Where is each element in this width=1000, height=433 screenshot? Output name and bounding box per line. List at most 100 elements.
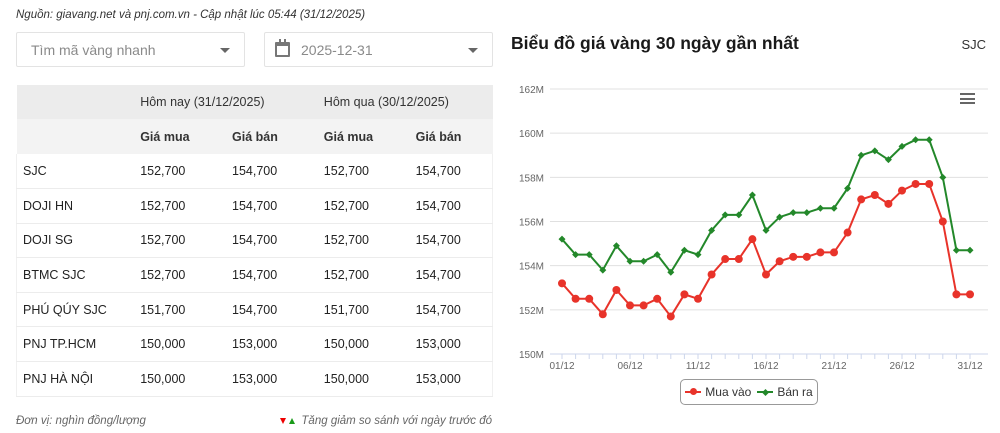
data-point[interactable] [884,199,893,208]
table-row: PNJ TP.HCM 150,000 153,000 150,000 153,000 [16,326,493,363]
price-cell: 154,700 [415,188,493,224]
price-cell: 154,700 [415,292,493,328]
data-point[interactable] [830,248,838,257]
data-point[interactable] [898,186,906,195]
x-axis-label: 26/12 [889,361,914,372]
gold-type-cell: PNJ TP.HCM [16,326,141,363]
data-point[interactable] [789,209,797,217]
data-point[interactable] [748,235,757,244]
data-point[interactable] [626,257,634,265]
price-cell: 153,000 [415,361,493,397]
data-point[interactable] [572,251,580,259]
data-point[interactable] [721,255,730,264]
data-point[interactable] [667,268,675,276]
gold-type-cell: PHÚ QÚY SJC [16,292,141,328]
y-axis-label: 162M [519,85,544,96]
data-point[interactable] [870,191,879,199]
data-point[interactable] [857,151,865,159]
data-point[interactable] [816,248,825,257]
gold-type-cell: DOJI HN [16,188,141,224]
data-point[interactable] [694,294,702,303]
data-point[interactable] [599,266,607,274]
data-point[interactable] [639,301,648,310]
table-row: PNJ HÀ NỘI 150,000 153,000 150,000 153,000 [16,361,493,397]
gold-type-cell: DOJI SG [16,223,141,259]
data-point[interactable] [884,156,892,164]
gold-code-select[interactable]: Tìm mã vàng nhanh [16,32,245,67]
table-row: SJC 152,700 154,700 152,700 154,700 [16,154,493,190]
legend-item-sell[interactable]: Bán ra [757,385,813,399]
data-point[interactable] [789,252,798,261]
legend-item-buy[interactable]: Mua vào [685,385,751,399]
data-point[interactable] [803,209,811,217]
subheader-today-buy: Giá mua [140,119,232,154]
data-point[interactable] [776,213,784,221]
data-point[interactable] [585,294,594,303]
decrease-triangle-icon [280,418,287,424]
data-point[interactable] [830,204,838,212]
data-point[interactable] [626,301,634,310]
data-point[interactable] [952,246,960,254]
price-cell: 154,700 [415,223,493,259]
price-cell: 153,000 [415,326,493,363]
data-point[interactable] [680,290,689,299]
date-select[interactable]: 2025-12-31 [264,32,493,67]
data-point[interactable] [843,228,852,237]
data-point[interactable] [857,195,866,204]
data-point[interactable] [939,173,947,181]
price-cell: 152,700 [140,223,232,259]
chart-title: Biểu đồ giá vàng 30 ngày gần nhất [511,33,799,53]
compare-note-text: Tăng giảm so sánh với ngày trước đó [301,415,492,427]
data-point[interactable] [558,279,566,288]
data-point[interactable] [640,257,648,265]
data-point[interactable] [653,294,662,303]
legend-buy-label: Mua vào [705,385,752,399]
table-group-header: Hôm nay (31/12/2025) Hôm qua (30/12/2025… [16,85,493,119]
data-point[interactable] [666,312,675,321]
data-point[interactable] [558,235,566,243]
data-point[interactable] [938,217,947,226]
data-point[interactable] [734,255,743,264]
price-cell: 154,700 [415,257,493,293]
data-point[interactable] [748,191,756,199]
data-point[interactable] [925,136,933,144]
data-point[interactable] [816,204,824,212]
price-cell: 152,700 [140,188,232,224]
chart-menu-icon[interactable] [960,93,975,106]
data-point[interactable] [912,136,920,144]
data-point[interactable] [952,290,961,299]
data-point[interactable] [653,251,661,259]
series-sell [558,136,974,276]
data-point[interactable] [680,246,688,254]
data-point[interactable] [585,251,593,259]
data-point[interactable] [707,270,716,279]
data-point[interactable] [966,290,974,299]
data-point[interactable] [898,142,906,150]
data-point[interactable] [762,226,770,234]
data-point[interactable] [612,242,620,250]
compare-note: Tăng giảm so sánh với ngày trước đó [280,415,492,427]
data-point[interactable] [844,184,852,192]
data-point[interactable] [708,226,716,234]
data-point[interactable] [598,310,607,319]
data-point[interactable] [762,270,770,279]
data-point[interactable] [911,179,920,188]
data-point[interactable] [775,257,784,266]
price-cell: 151,700 [140,292,232,328]
data-point[interactable] [925,179,934,188]
data-point[interactable] [802,252,811,261]
gold-code-placeholder: Tìm mã vàng nhanh [31,41,156,58]
data-point[interactable] [966,246,974,254]
table-row: DOJI HN 152,700 154,700 152,700 154,700 [16,188,493,224]
price-cell: 153,000 [232,326,324,363]
data-point[interactable] [612,285,621,294]
x-axis-label: 01/12 [549,361,574,372]
data-point[interactable] [735,211,743,219]
x-axis-label: 16/12 [753,361,778,372]
data-point[interactable] [871,147,879,155]
table-row: DOJI SG 152,700 154,700 152,700 154,700 [16,223,493,259]
data-point[interactable] [694,251,702,259]
price-cell: 152,700 [323,223,416,259]
data-point[interactable] [721,211,729,219]
data-point[interactable] [571,294,580,303]
